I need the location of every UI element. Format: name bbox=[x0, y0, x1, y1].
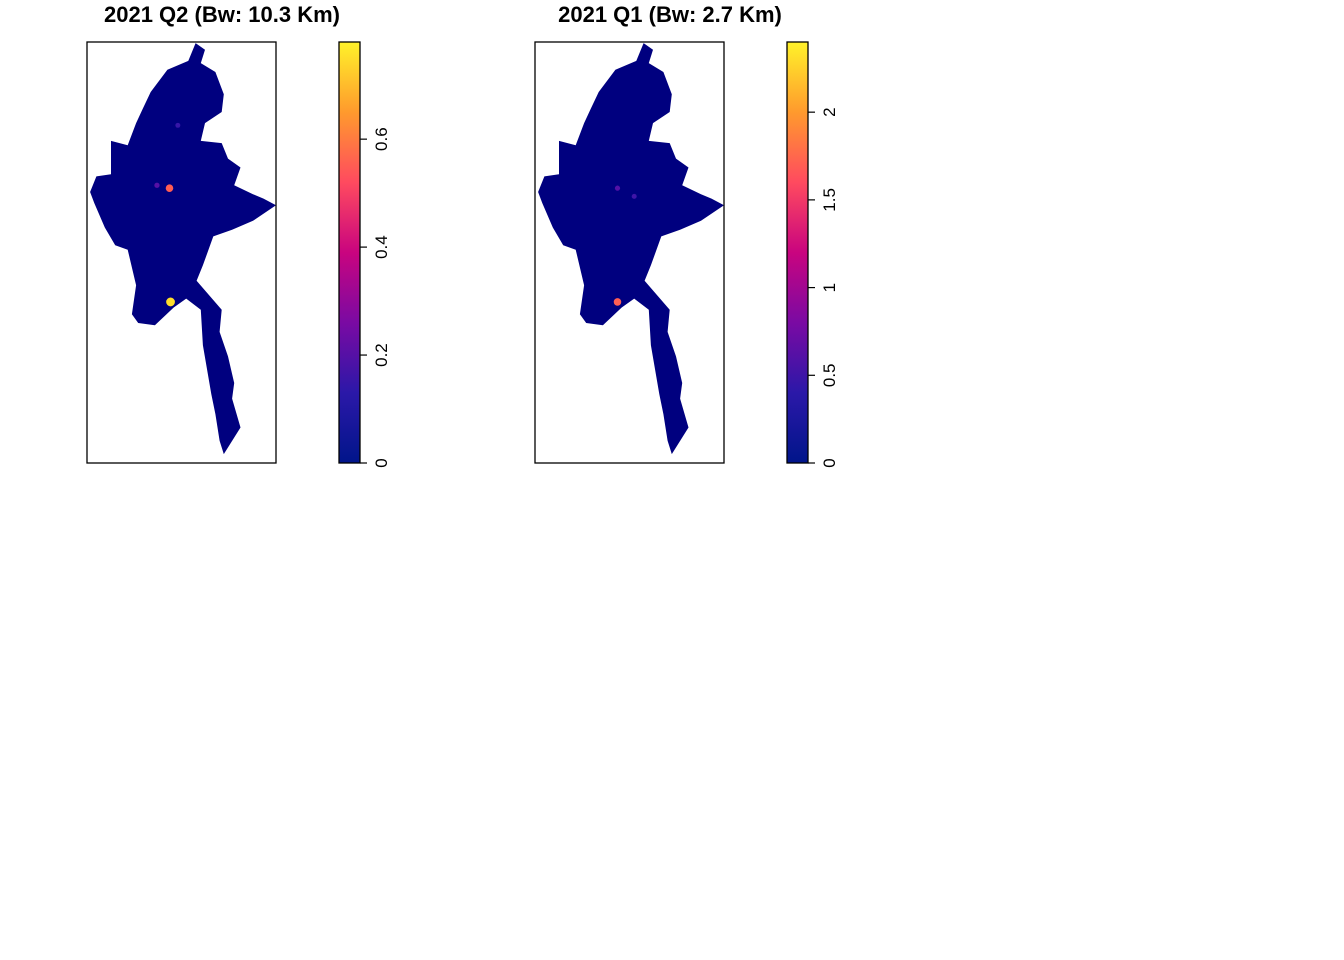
color-legend: 0 0.2 0.4 0.6 bbox=[338, 41, 391, 468]
map-frame bbox=[534, 41, 725, 464]
panel-2021-q2: 2021 Q2 (Bw: 10.3 Km) 0 0.2 0.4 0.6 bbox=[86, 2, 391, 468]
legend-ticks: 0 0.2 0.4 0.6 bbox=[360, 127, 391, 468]
legend-bar bbox=[786, 41, 809, 464]
panel-2021-q1: 2021 Q1 (Bw: 2.7 Km) 0 0.5 1 1.5 2 bbox=[534, 2, 839, 468]
color-legend: 0 0.5 1 1.5 2 bbox=[786, 41, 839, 468]
hotspot bbox=[166, 297, 175, 307]
panel-title: 2021 Q2 (Bw: 10.3 Km) bbox=[104, 2, 340, 27]
map-frame bbox=[86, 41, 277, 464]
hotspot bbox=[165, 184, 174, 192]
legend-tick-label: 1.5 bbox=[820, 188, 839, 212]
map-area bbox=[90, 43, 276, 455]
hotspot bbox=[614, 185, 621, 191]
hotspot bbox=[175, 122, 181, 128]
density-surface bbox=[538, 43, 724, 455]
hotspot bbox=[631, 193, 637, 199]
legend-tick-label: 2 bbox=[820, 107, 839, 116]
density-surface bbox=[90, 43, 276, 455]
hotspot bbox=[613, 298, 622, 306]
legend-bar bbox=[338, 41, 361, 464]
legend-ticks: 0 0.5 1 1.5 2 bbox=[808, 107, 839, 468]
legend-tick-label: 0.2 bbox=[372, 343, 391, 367]
legend-tick-label: 0 bbox=[372, 458, 391, 467]
hotspot bbox=[154, 182, 160, 188]
legend-tick-label: 0.5 bbox=[820, 363, 839, 387]
legend-tick-label: 0.4 bbox=[372, 235, 391, 259]
legend-tick-label: 0.6 bbox=[372, 127, 391, 151]
legend-tick-label: 0 bbox=[820, 458, 839, 467]
map-area bbox=[538, 43, 724, 455]
legend-tick-label: 1 bbox=[820, 283, 839, 292]
panel-title: 2021 Q1 (Bw: 2.7 Km) bbox=[558, 2, 782, 27]
